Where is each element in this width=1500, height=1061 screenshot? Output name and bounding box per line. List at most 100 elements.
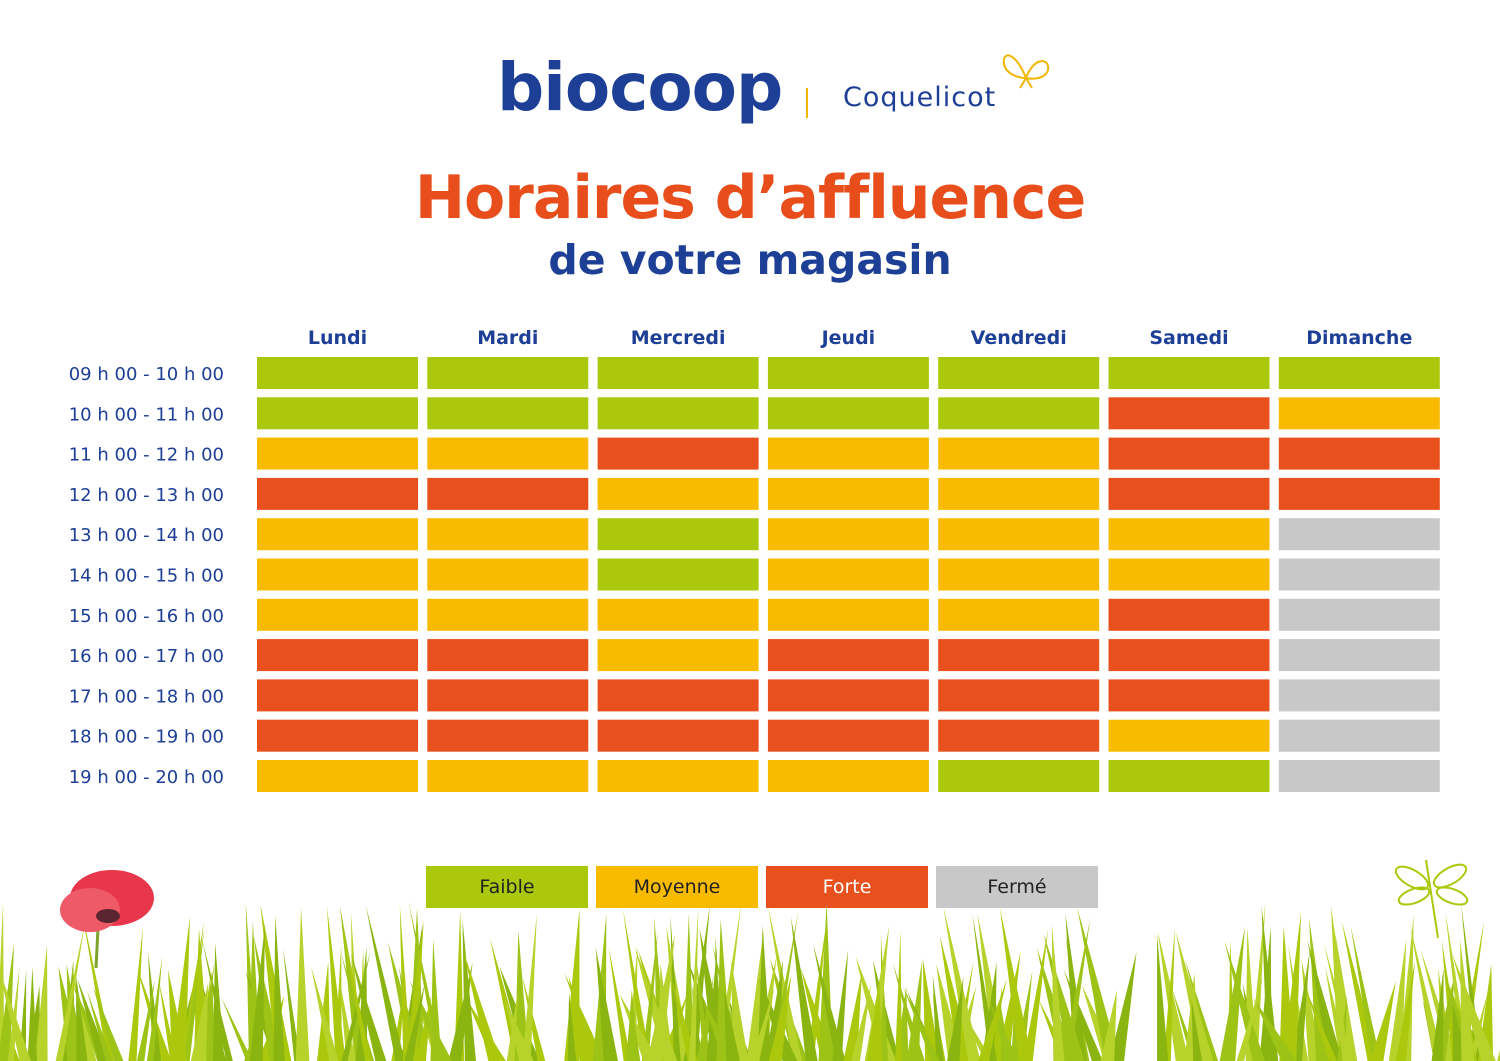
grass-blade [1236, 976, 1264, 1061]
day-label: Lundi [308, 327, 367, 349]
heatmap-cell [597, 477, 759, 510]
grass-blade [903, 986, 940, 1061]
heatmap-cell [1108, 760, 1270, 792]
heatmap-cell [938, 357, 1100, 389]
heatmap-cell [427, 477, 589, 510]
legend-forte-label: Forte [822, 876, 872, 898]
heatmap-cell [1108, 639, 1270, 672]
grass-blade [147, 951, 162, 1061]
grass-blade [999, 908, 1033, 1061]
brand-logo: biocoop [497, 49, 783, 126]
legend-ferme: Fermé [936, 866, 1098, 908]
time-slot-label: 13 h 00 - 14 h 00 [69, 525, 224, 546]
grass-blade [1410, 925, 1444, 1061]
grass-blade [568, 976, 596, 1061]
heatmap-cell [257, 598, 418, 631]
grass-blade [619, 994, 659, 1061]
grass-blade [608, 946, 632, 1061]
heatmap-cell [257, 719, 418, 752]
heatmap-cell [597, 437, 759, 470]
heatmap-cell [938, 719, 1100, 752]
heatmap-cell [1278, 477, 1440, 510]
heatmap-cell [767, 397, 929, 430]
time-slot-label: 12 h 00 - 13 h 00 [69, 485, 224, 506]
time-slot-label: 15 h 00 - 16 h 00 [69, 606, 224, 627]
grass-blade [365, 905, 406, 1061]
legend-faible: Faible [426, 866, 588, 908]
grass-blade [1163, 927, 1175, 1061]
grass-blade [128, 926, 143, 1061]
grass-blade [295, 907, 310, 1061]
grass-blade [790, 916, 818, 1061]
butterfly-icon [1002, 54, 1050, 89]
affluence-heatmap: Lundi Mardi Mercredi Jeudi Vendredi Samedi Dim… [69, 327, 1440, 792]
grass-blade [806, 917, 827, 1061]
grass-blade [1191, 998, 1203, 1061]
heatmap-cell [597, 679, 759, 712]
store-name: Coquelicot [843, 82, 997, 113]
heatmap-cell [427, 357, 589, 389]
grass-blade [399, 904, 412, 1061]
grass-blade [415, 996, 432, 1061]
grass-blade [758, 978, 798, 1061]
time-slot-label: 16 h 00 - 17 h 00 [69, 646, 224, 667]
grass-blade [522, 975, 546, 1061]
heatmap-cell [767, 518, 929, 551]
heatmap-cell [938, 437, 1100, 470]
grass-blade [1023, 928, 1049, 1061]
heatmap-cell [257, 397, 418, 430]
heatmap-cell [597, 598, 759, 631]
grass-blade [1460, 939, 1475, 1061]
header: biocoop Coquelicot [0, 0, 1500, 150]
heatmap-cell [257, 437, 418, 470]
heatmap-cell [767, 679, 929, 712]
grass-blade [770, 910, 799, 1061]
time-slot-label: 17 h 00 - 18 h 00 [69, 686, 224, 707]
grass-blade [932, 975, 944, 1061]
grass-blade [405, 920, 424, 1061]
dragonfly-icon [1394, 859, 1469, 939]
heatmap-cell [1108, 477, 1270, 510]
day-label: Mercredi [631, 327, 726, 349]
heatmap-cell [427, 719, 589, 752]
day-label: Mardi [477, 327, 538, 349]
grass-blade [1431, 968, 1444, 1061]
grass-blade [168, 969, 188, 1061]
grass-blade [1249, 902, 1266, 1061]
heatmap-cell [1278, 357, 1440, 389]
grass-blade [731, 960, 749, 1061]
logo-divider [806, 88, 808, 118]
heatmap-cell [1278, 397, 1440, 430]
heatmap-cell [938, 760, 1100, 792]
legend-forte: Forte [766, 866, 928, 908]
heatmap-cell [938, 397, 1100, 430]
heatmap-cell [767, 598, 929, 631]
grass-blade [832, 949, 849, 1061]
grass-blade [1051, 924, 1065, 1061]
grass-blade [1109, 951, 1137, 1061]
grass-blade [943, 907, 981, 1061]
heatmap-cell [597, 558, 759, 591]
heatmap-cell [1108, 598, 1270, 631]
grass-blade [273, 915, 285, 1061]
grass-blade [866, 981, 883, 1061]
day-label: Samedi [1149, 327, 1228, 349]
day-label: Jeudi [820, 327, 876, 349]
grass-blade [695, 956, 711, 1061]
heatmap-cell [767, 558, 929, 591]
grass-blade [448, 962, 473, 1061]
grass-blade [1253, 997, 1297, 1061]
heatmap-cell [1108, 518, 1270, 551]
heatmap-cell [938, 518, 1100, 551]
grass-blade [864, 925, 890, 1061]
grass-blade [404, 982, 425, 1061]
grass-blade [159, 982, 177, 1061]
heatmap-cell [1108, 357, 1270, 389]
grass-blade [1261, 905, 1279, 1061]
heatmap-cell [1108, 397, 1270, 430]
time-slot-label: 11 h 00 - 12 h 00 [69, 445, 224, 466]
heatmap-cell [597, 357, 759, 389]
grass-blade [93, 986, 124, 1061]
grass-blade [283, 948, 301, 1061]
grass-blade [724, 990, 740, 1061]
